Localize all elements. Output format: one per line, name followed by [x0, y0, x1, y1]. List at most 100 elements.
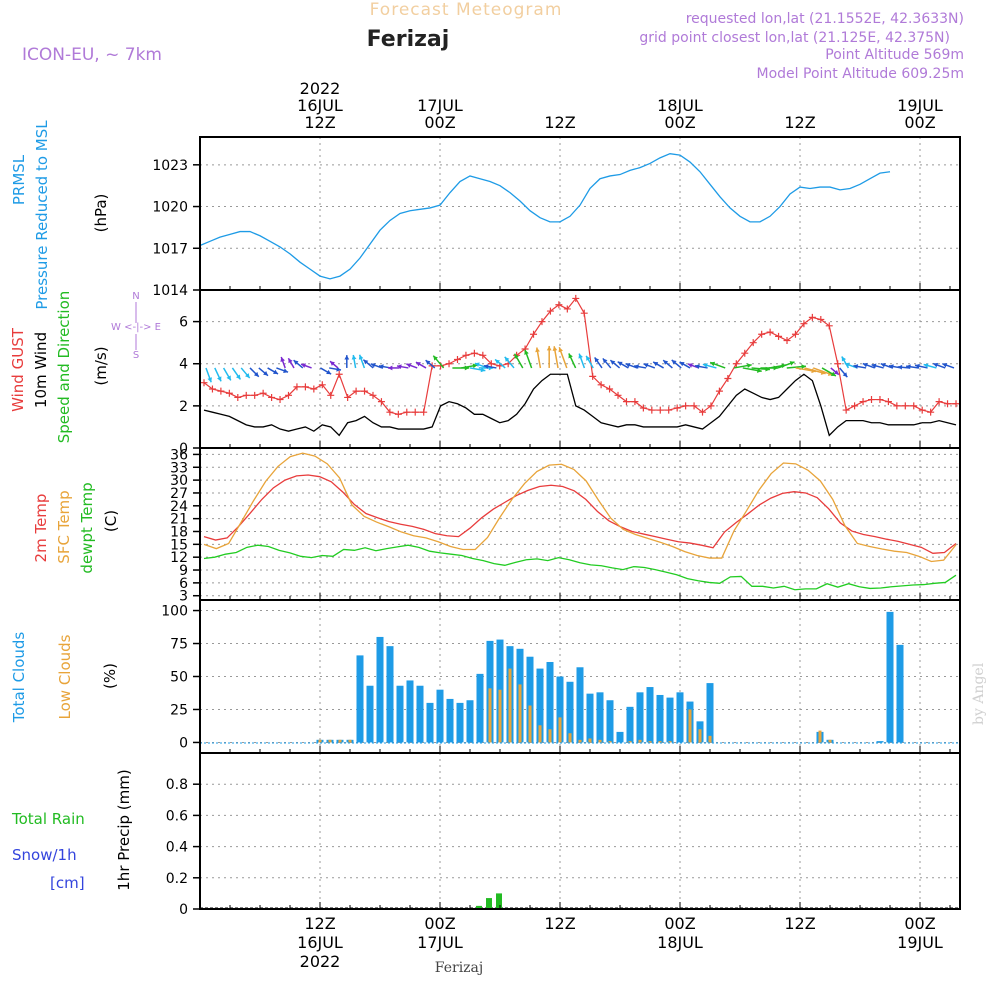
- wind-gust-marker: [842, 406, 850, 414]
- wind-gust-marker: [876, 396, 884, 404]
- wind-gust-marker: [606, 385, 614, 393]
- y-tick-label: 12: [170, 550, 188, 566]
- rain-bar: [476, 905, 482, 909]
- location-title: Ferizaj: [367, 27, 450, 52]
- total-cloud-bar: [466, 700, 474, 743]
- total-cloud-bar: [416, 685, 424, 743]
- bottom-time-label: 18JUL: [657, 933, 703, 952]
- top-time-label: 19JUL: [897, 96, 943, 115]
- top-time-label: 18JUL: [657, 96, 703, 115]
- low-cloud-bar: [518, 684, 522, 743]
- wind-arrow-head: [483, 364, 489, 369]
- wind-gust-marker: [944, 400, 952, 408]
- wind-arrow-head: [272, 369, 278, 374]
- wind-gust-marker: [851, 402, 859, 410]
- pressure-unit: (hPa): [92, 194, 110, 233]
- wind-gust-marker: [284, 391, 292, 399]
- wind-gust-marker: [563, 305, 571, 313]
- wind-arrow-head: [634, 364, 639, 369]
- total-cloud-bar: [356, 655, 364, 743]
- total-cloud-bar: [876, 741, 884, 743]
- total-cloud-bar: [376, 636, 384, 743]
- wind-gust-marker: [597, 381, 605, 389]
- wind-arrow-head: [514, 353, 519, 359]
- wind-arrow-head: [326, 369, 332, 375]
- snow-unit-label: [cm]: [50, 874, 85, 892]
- footer-location: Ferizaj: [435, 960, 483, 976]
- wind-gust-marker: [859, 398, 867, 406]
- wind-arrow-head: [862, 362, 868, 368]
- wind-arrow-head: [933, 362, 939, 368]
- snow-label: Snow/1h: [12, 846, 77, 864]
- cloud-unit: (%): [101, 663, 119, 689]
- wind-gust-marker: [234, 393, 242, 401]
- total-cloud-bar: [406, 680, 414, 743]
- wind-arrow-head: [344, 355, 350, 360]
- wind-gust-marker: [487, 360, 495, 368]
- direction-axis-title: Speed and Direction: [55, 291, 73, 444]
- wind-gust-marker: [470, 349, 478, 357]
- total-cloud-bar: [896, 644, 904, 743]
- top-time-label: 12Z: [304, 113, 335, 132]
- wind-gust-marker: [825, 322, 833, 330]
- y-tick-label: 1023: [152, 158, 188, 174]
- wind-gust-marker: [538, 318, 546, 326]
- wind-gust-marker: [817, 315, 825, 323]
- top-time-label: 16JUL: [297, 96, 343, 115]
- wind-arrow-head: [293, 360, 299, 365]
- wind-gust-marker: [276, 396, 284, 404]
- y-tick-label: 15: [170, 537, 188, 553]
- low-cloud-bar: [658, 741, 662, 743]
- bottom-time-label: 00Z: [904, 914, 935, 933]
- wind-gust-marker: [259, 389, 267, 397]
- wind-arrow-head: [474, 362, 480, 368]
- wind-arrow-head: [671, 359, 677, 365]
- wind-gust-marker: [766, 328, 774, 336]
- total-cloud-bar: [626, 706, 634, 743]
- wind-gust-marker: [352, 387, 360, 395]
- total-cloud-bar: [366, 685, 374, 743]
- wind-arrow-head: [871, 363, 877, 369]
- low-cloud-bar: [578, 739, 582, 743]
- total-cloud-bar: [436, 689, 444, 743]
- panel-frame: [199, 447, 961, 601]
- wind-gust-marker: [749, 339, 757, 347]
- wind-arrow-head: [841, 356, 847, 362]
- wind-gust-marker: [758, 330, 766, 338]
- wind-gust-marker: [715, 387, 723, 395]
- gridpoint-coords: grid point closest lon,lat (21.125E, 42.…: [639, 30, 950, 46]
- wind-gust-marker: [242, 391, 250, 399]
- y-tick-label: 75: [170, 637, 188, 653]
- wind-gust-marker: [251, 391, 259, 399]
- wind-gust-marker: [648, 406, 656, 414]
- wind-gust-marker: [884, 398, 892, 406]
- wind-gust-marker: [318, 381, 326, 389]
- wind-gust-marker: [834, 360, 842, 368]
- wind-gust-marker: [327, 391, 335, 399]
- low-cloud-bar: [538, 725, 542, 743]
- bottom-time-label: 00Z: [664, 914, 695, 933]
- y-tick-label: 1014: [152, 283, 188, 299]
- top-time-label: 12Z: [784, 113, 815, 132]
- wind-gust-marker: [639, 404, 647, 412]
- model-point-altitude: Model Point Altitude 609.25m: [757, 66, 964, 82]
- wind-gust-marker: [690, 402, 698, 410]
- compass-east-west: W <-|-> E: [111, 322, 161, 333]
- y-tick-label: 27: [170, 486, 188, 502]
- total-cloud-bar: [706, 683, 714, 743]
- low-clouds-axis-title: Low Clouds: [56, 634, 74, 719]
- wind-arrow-head: [746, 363, 752, 368]
- low-cloud-bar: [348, 739, 352, 743]
- total-cloud-bar: [646, 687, 654, 743]
- y-tick-label: 21: [170, 512, 188, 528]
- low-cloud-bar: [548, 729, 552, 743]
- low-cloud-bar: [708, 735, 712, 743]
- wind-arrow-head: [378, 364, 384, 369]
- wind-arrow-head: [217, 376, 222, 382]
- model-label: ICON-EU, ~ 7km: [22, 45, 162, 65]
- total-cloud-bar: [426, 702, 434, 743]
- bottom-time-label: 00Z: [424, 914, 455, 933]
- wind-arrow-head: [396, 364, 402, 370]
- y-tick-label: 1020: [152, 200, 188, 216]
- wind-arrow-head: [888, 364, 894, 369]
